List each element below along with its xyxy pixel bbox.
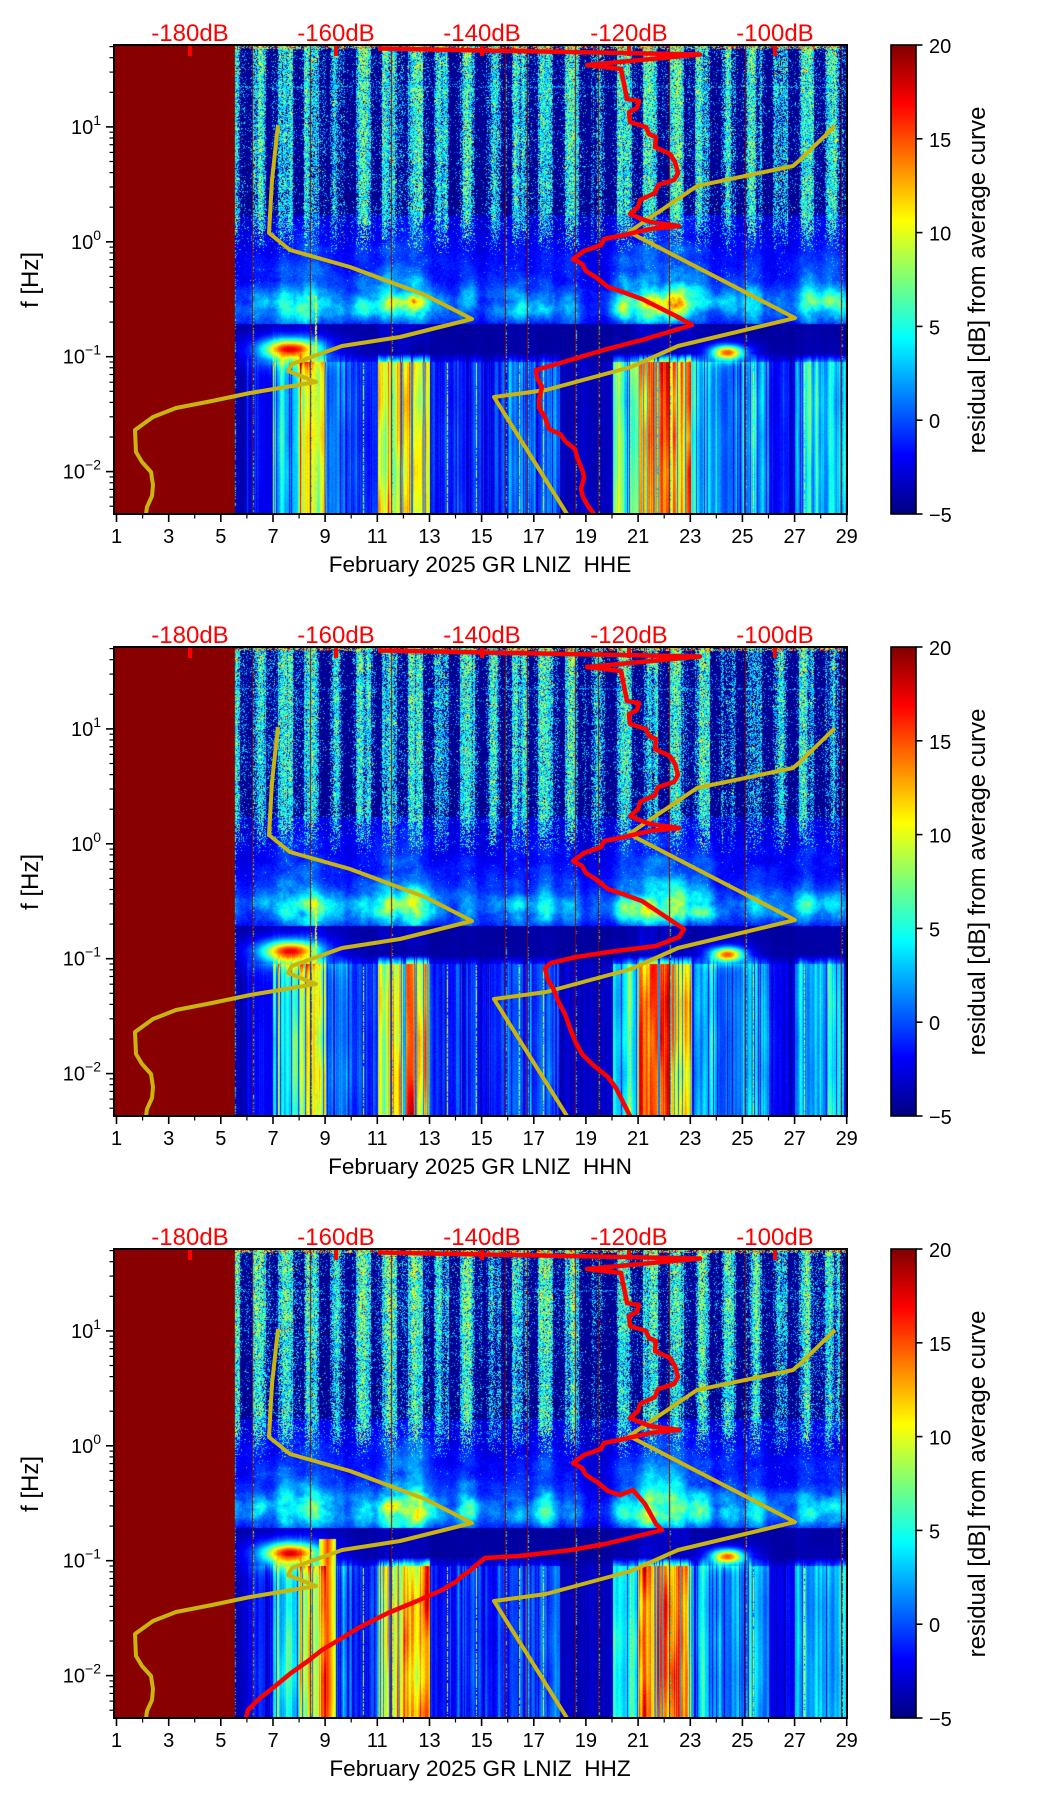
svg-text:-160dB: -160dB: [297, 1224, 374, 1251]
svg-text:0: 0: [929, 1013, 940, 1035]
svg-text:February 2025 GR LNIZ HHZ: February 2025 GR LNIZ HHZ: [329, 1756, 631, 1781]
svg-text:-120dB: -120dB: [590, 20, 667, 47]
svg-text:5: 5: [929, 1521, 940, 1543]
svg-text:25: 25: [731, 1730, 753, 1752]
svg-text:-140dB: -140dB: [443, 20, 520, 47]
svg-text:residual [dB] from average cur: residual [dB] from average curve: [964, 1311, 991, 1658]
svg-text:-140dB: -140dB: [443, 1224, 520, 1251]
svg-text:23: 23: [679, 1730, 701, 1752]
svg-text:9: 9: [320, 1128, 331, 1150]
svg-text:-160dB: -160dB: [297, 20, 374, 47]
svg-text:3: 3: [163, 526, 174, 548]
svg-text:10−1: 10−1: [63, 1546, 101, 1573]
svg-text:−5: −5: [929, 1709, 952, 1731]
svg-text:3: 3: [163, 1128, 174, 1150]
svg-text:1: 1: [111, 1128, 122, 1150]
svg-text:23: 23: [679, 1128, 701, 1150]
svg-text:13: 13: [418, 526, 440, 548]
svg-text:17: 17: [523, 1730, 545, 1752]
svg-text:−5: −5: [929, 1107, 952, 1129]
svg-text:19: 19: [575, 526, 597, 548]
svg-text:100: 100: [71, 227, 101, 254]
svg-text:11: 11: [367, 1730, 388, 1752]
svg-text:9: 9: [320, 526, 331, 548]
svg-text:-100dB: -100dB: [736, 622, 813, 649]
svg-text:100: 100: [71, 829, 101, 856]
svg-text:10−2: 10−2: [63, 1059, 101, 1086]
svg-text:10: 10: [929, 1428, 951, 1450]
svg-text:17: 17: [523, 1128, 545, 1150]
svg-text:25: 25: [731, 526, 753, 548]
svg-text:-180dB: -180dB: [151, 20, 228, 47]
svg-text:20: 20: [929, 1240, 951, 1262]
svg-text:27: 27: [783, 1128, 805, 1150]
svg-text:20: 20: [929, 638, 951, 660]
svg-text:11: 11: [367, 526, 388, 548]
svg-text:-160dB: -160dB: [297, 622, 374, 649]
svg-text:1: 1: [111, 1730, 122, 1752]
svg-text:10−2: 10−2: [63, 457, 101, 484]
svg-text:-120dB: -120dB: [590, 1224, 667, 1251]
svg-text:15: 15: [470, 1128, 492, 1150]
svg-text:5: 5: [929, 919, 940, 941]
svg-text:-120dB: -120dB: [590, 622, 667, 649]
svg-text:19: 19: [575, 1730, 597, 1752]
svg-text:27: 27: [783, 526, 805, 548]
svg-text:23: 23: [679, 526, 701, 548]
svg-text:20: 20: [929, 36, 951, 58]
svg-text:17: 17: [523, 526, 545, 548]
svg-text:11: 11: [367, 1128, 388, 1150]
svg-text:0: 0: [929, 1615, 940, 1637]
svg-text:10−1: 10−1: [63, 342, 101, 369]
svg-text:9: 9: [320, 1730, 331, 1752]
svg-text:29: 29: [836, 526, 858, 548]
svg-text:-180dB: -180dB: [151, 1224, 228, 1251]
svg-text:21: 21: [627, 1730, 649, 1752]
svg-text:5: 5: [215, 1730, 226, 1752]
svg-text:10: 10: [929, 224, 951, 246]
svg-text:residual [dB] from average cur: residual [dB] from average curve: [964, 709, 991, 1056]
svg-text:27: 27: [783, 1730, 805, 1752]
svg-text:0: 0: [929, 411, 940, 433]
svg-text:-100dB: -100dB: [736, 1224, 813, 1251]
svg-text:3: 3: [163, 1730, 174, 1752]
svg-text:5: 5: [929, 317, 940, 339]
svg-text:29: 29: [836, 1730, 858, 1752]
svg-text:-180dB: -180dB: [151, 622, 228, 649]
svg-text:f [Hz]: f [Hz]: [17, 252, 44, 308]
svg-text:f [Hz]: f [Hz]: [17, 854, 44, 910]
svg-text:15: 15: [929, 130, 951, 152]
svg-text:13: 13: [418, 1730, 440, 1752]
svg-text:f [Hz]: f [Hz]: [17, 1456, 44, 1512]
svg-text:100: 100: [71, 1431, 101, 1458]
svg-text:-140dB: -140dB: [443, 622, 520, 649]
svg-text:29: 29: [836, 1128, 858, 1150]
svg-text:15: 15: [470, 526, 492, 548]
svg-text:−5: −5: [929, 505, 952, 527]
svg-text:101: 101: [71, 1316, 101, 1343]
svg-text:1: 1: [111, 526, 122, 548]
svg-text:21: 21: [627, 526, 649, 548]
svg-text:101: 101: [71, 112, 101, 139]
svg-text:10−2: 10−2: [63, 1661, 101, 1688]
svg-text:February 2025 GR LNIZ HHN: February 2025 GR LNIZ HHN: [328, 1154, 632, 1179]
svg-text:10: 10: [929, 826, 951, 848]
svg-text:residual [dB] from average cur: residual [dB] from average curve: [964, 107, 991, 454]
svg-text:7: 7: [267, 526, 278, 548]
svg-text:-100dB: -100dB: [736, 20, 813, 47]
svg-text:10−1: 10−1: [63, 944, 101, 971]
svg-text:19: 19: [575, 1128, 597, 1150]
svg-text:5: 5: [215, 1128, 226, 1150]
svg-text:25: 25: [731, 1128, 753, 1150]
svg-text:13: 13: [418, 1128, 440, 1150]
svg-text:101: 101: [71, 714, 101, 741]
svg-text:15: 15: [470, 1730, 492, 1752]
svg-text:15: 15: [929, 1334, 951, 1356]
svg-text:7: 7: [267, 1730, 278, 1752]
svg-text:February 2025 GR LNIZ HHE: February 2025 GR LNIZ HHE: [329, 552, 632, 577]
svg-text:5: 5: [215, 526, 226, 548]
svg-text:15: 15: [929, 732, 951, 754]
svg-text:21: 21: [627, 1128, 649, 1150]
svg-text:7: 7: [267, 1128, 278, 1150]
